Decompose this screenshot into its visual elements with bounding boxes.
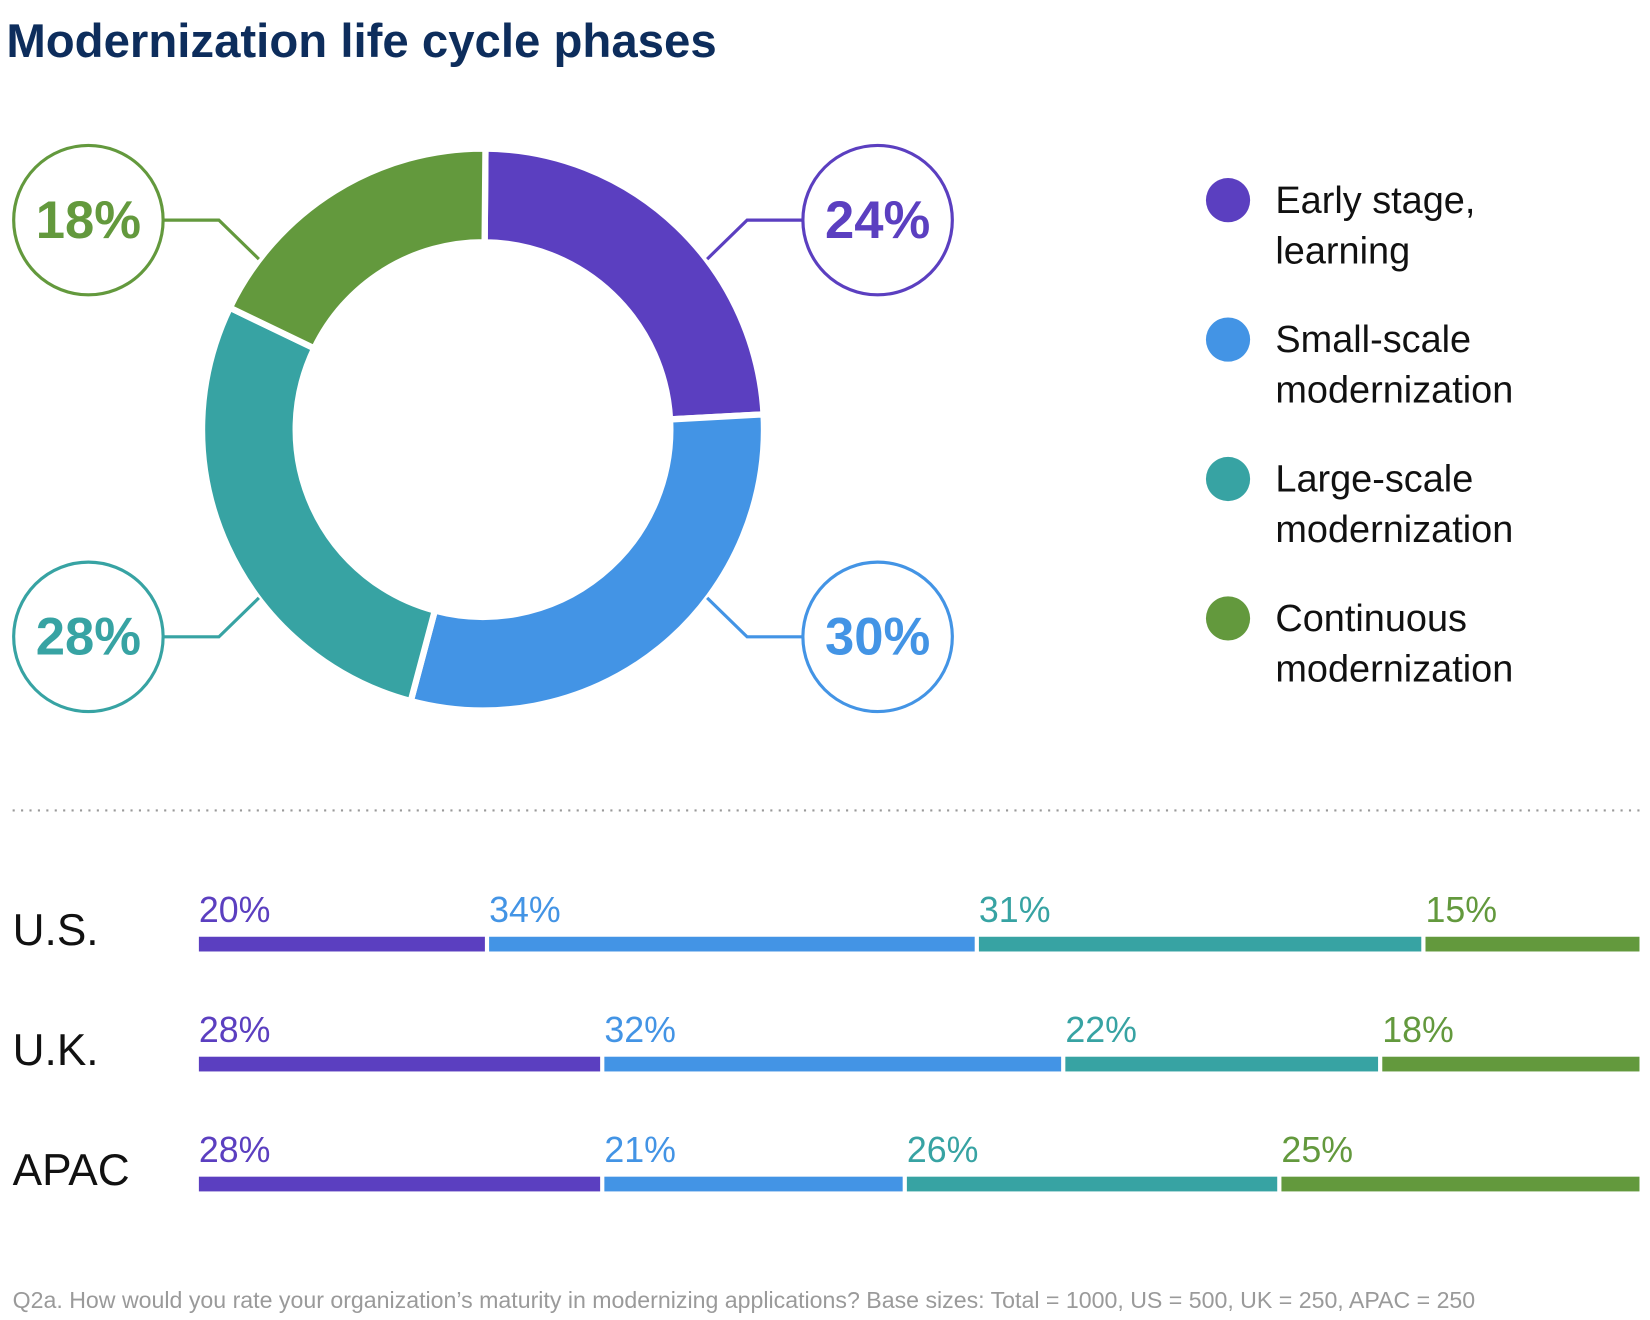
donut-slice-1 <box>406 411 768 714</box>
legend: Early stage, learning Small-scale moderniza… <box>1205 178 1513 691</box>
callout-circle <box>801 143 954 297</box>
bar-value-label: 32% <box>604 1010 676 1050</box>
legend-swatch <box>1205 317 1251 362</box>
bar-value-label: 22% <box>1065 1010 1137 1050</box>
bar-segment <box>489 936 975 952</box>
chart-title: Modernization life cycle phases <box>6 15 716 68</box>
bar-segment <box>1382 1056 1640 1072</box>
bar-segment <box>906 1176 1278 1192</box>
legend-label-line2: modernization <box>1275 509 1513 551</box>
donut-slice-2 <box>198 303 439 705</box>
bar-value-label: 26% <box>907 1130 979 1170</box>
legend-label-line2: learning <box>1275 230 1410 272</box>
legend-label-line1: Small-scale <box>1275 319 1471 361</box>
leader-line <box>706 596 802 639</box>
donut-slice-0 <box>481 145 767 423</box>
bar-value-label: 21% <box>604 1130 676 1170</box>
bar-value-label: 28% <box>199 1130 271 1170</box>
region-label: APAC <box>13 1146 130 1195</box>
donut-chart <box>198 145 768 714</box>
slice-label: 28% <box>36 608 141 667</box>
bar-value-label: 20% <box>199 890 271 930</box>
leader-line <box>706 218 802 261</box>
donut-slice-3 <box>225 145 489 353</box>
legend-label-line1: Large-scale <box>1275 459 1473 501</box>
legend-swatch <box>1205 178 1251 223</box>
slice-label: 24% <box>825 191 930 250</box>
donut-callouts: 24% 30% 28% 18% <box>12 143 954 714</box>
callout-circle <box>12 143 165 297</box>
leader-line <box>164 218 260 261</box>
legend-swatch <box>1205 456 1251 502</box>
bar-segment <box>1065 1056 1379 1072</box>
callout-circle <box>12 560 165 714</box>
bar-segment <box>978 936 1422 952</box>
bar-value-label: 25% <box>1281 1130 1353 1170</box>
bar-segment <box>604 1176 903 1192</box>
bar-value-label: 15% <box>1425 890 1497 930</box>
bar-segment <box>198 936 485 952</box>
bar-value-label: 18% <box>1382 1010 1454 1050</box>
region-label: U.K. <box>13 1026 99 1075</box>
bar-value-label: 34% <box>489 890 561 930</box>
leader-line <box>164 596 260 639</box>
legend-label-line1: Continuous <box>1275 598 1467 640</box>
legend-swatch <box>1205 596 1251 641</box>
region-bars: U.S. 20% 34% 31% 15% U.K. 28% 32% 22% 18% APAC 28% 2… <box>13 890 1640 1195</box>
footnote: Q2a. How would you rate your organizatio… <box>13 1287 1476 1313</box>
legend-label-line2: modernization <box>1275 649 1513 691</box>
legend-label-line1: Early stage, <box>1275 180 1475 222</box>
bar-segment <box>1425 936 1640 952</box>
bar-value-label: 28% <box>199 1010 271 1050</box>
slice-label: 18% <box>36 191 141 250</box>
bar-value-label: 31% <box>979 890 1051 930</box>
bar-segment <box>198 1176 601 1192</box>
bar-segment <box>1281 1176 1640 1192</box>
bar-segment <box>198 1056 601 1072</box>
slice-label: 30% <box>825 608 930 667</box>
bar-segment <box>604 1056 1062 1072</box>
callout-circle <box>801 560 954 714</box>
region-label: U.S. <box>13 906 99 955</box>
legend-label-line2: modernization <box>1275 370 1513 412</box>
